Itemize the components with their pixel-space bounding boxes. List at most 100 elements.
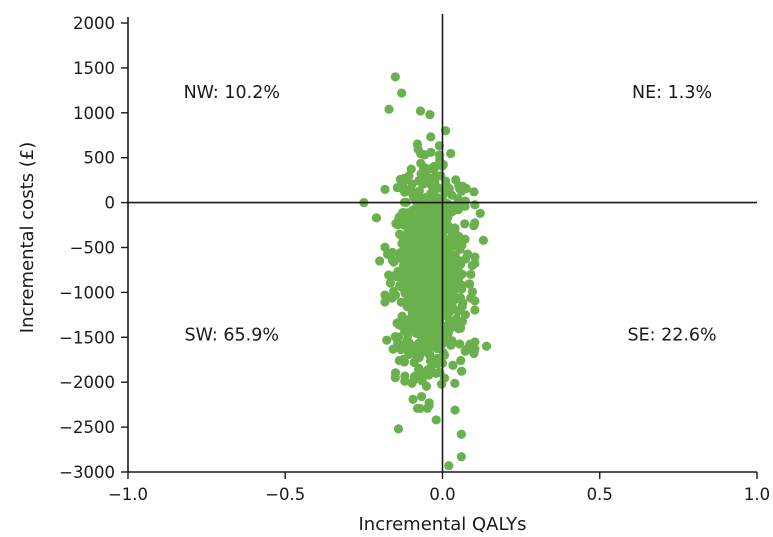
data-point xyxy=(475,208,485,218)
data-point xyxy=(427,250,437,260)
data-point xyxy=(393,332,404,342)
data-point xyxy=(401,241,411,251)
data-point xyxy=(414,203,424,213)
quadrant-label: SW: 65.9% xyxy=(185,326,279,346)
data-point xyxy=(428,315,438,326)
y-axis-title: Incremental costs (£) xyxy=(17,142,38,333)
data-point xyxy=(410,374,420,384)
data-point xyxy=(424,349,434,359)
data-point xyxy=(421,310,431,320)
data-point xyxy=(404,349,414,360)
data-point xyxy=(425,241,435,251)
data-point xyxy=(450,294,460,304)
data-point xyxy=(416,158,426,168)
data-point xyxy=(380,242,390,252)
y-tick-label: 1000 xyxy=(73,104,115,123)
data-point xyxy=(408,394,418,404)
x-tick-label: −1.0 xyxy=(108,485,148,504)
data-point xyxy=(375,256,385,266)
data-point xyxy=(441,176,451,186)
data-point xyxy=(414,215,424,225)
data-point xyxy=(430,292,440,303)
data-point xyxy=(470,296,480,306)
data-point xyxy=(441,126,451,136)
data-point xyxy=(390,72,400,82)
data-point xyxy=(425,324,435,334)
y-tick-label: 500 xyxy=(84,149,116,168)
data-point xyxy=(397,88,407,98)
data-point xyxy=(385,278,395,288)
data-point xyxy=(400,258,411,268)
data-point xyxy=(442,269,452,279)
y-tick-label: 1500 xyxy=(73,59,115,78)
data-point xyxy=(399,357,410,367)
quadrant-label: NE: 1.3% xyxy=(632,83,712,103)
y-tick-label: −1000 xyxy=(59,283,115,302)
data-point xyxy=(414,300,424,310)
data-point xyxy=(380,297,390,307)
data-point xyxy=(394,214,404,224)
data-point xyxy=(453,265,463,275)
data-point xyxy=(456,452,466,462)
data-point xyxy=(431,267,441,277)
data-point xyxy=(407,225,417,235)
data-point xyxy=(404,171,414,181)
data-point xyxy=(443,295,453,305)
data-point xyxy=(390,373,400,383)
data-point xyxy=(450,378,460,388)
data-point xyxy=(410,290,421,300)
data-point xyxy=(460,310,470,320)
data-point xyxy=(387,255,397,265)
data-point xyxy=(446,148,456,159)
data-point xyxy=(434,141,444,151)
data-point xyxy=(478,235,488,245)
y-tick-label: −3000 xyxy=(59,463,115,482)
data-point xyxy=(412,403,423,414)
data-point xyxy=(444,461,454,471)
data-point xyxy=(460,219,470,229)
data-point xyxy=(470,200,480,210)
data-point xyxy=(436,379,447,389)
data-point xyxy=(428,211,438,221)
data-point xyxy=(404,320,414,330)
data-point xyxy=(414,338,424,348)
x-tick-label: −0.5 xyxy=(265,485,305,504)
data-point xyxy=(396,316,406,326)
y-tick-label: −2000 xyxy=(59,373,115,392)
data-point xyxy=(395,229,405,239)
data-point xyxy=(456,429,466,439)
data-point xyxy=(455,339,465,349)
data-point xyxy=(447,337,458,347)
data-point xyxy=(457,366,467,376)
data-point xyxy=(469,348,479,359)
data-point xyxy=(380,290,390,300)
data-point xyxy=(411,351,422,361)
data-point xyxy=(423,365,433,375)
data-point xyxy=(419,285,429,295)
data-point xyxy=(425,110,435,120)
x-axis-title: Incremental QALYs xyxy=(358,514,526,535)
data-point xyxy=(456,284,467,294)
data-point xyxy=(427,178,437,188)
data-point xyxy=(436,239,446,249)
data-point xyxy=(390,290,401,300)
data-point xyxy=(469,221,479,231)
data-point xyxy=(418,237,428,247)
y-tick-label: 2000 xyxy=(73,14,115,33)
y-tick-label: −1500 xyxy=(59,328,115,347)
data-point xyxy=(469,187,479,197)
quadrant-labels: NW: 10.2% NE: 1.3% SW: 65.9% SE: 22.6% xyxy=(184,83,717,345)
data-point xyxy=(382,335,392,345)
quadrant-label: NW: 10.2% xyxy=(184,83,280,103)
data-point xyxy=(429,199,439,209)
data-point xyxy=(470,305,480,315)
data-point xyxy=(371,213,382,223)
data-point xyxy=(403,208,413,218)
data-point xyxy=(444,199,454,210)
data-point xyxy=(388,344,398,354)
data-point xyxy=(418,274,428,284)
data-point xyxy=(414,324,425,334)
data-point xyxy=(454,274,464,284)
data-point xyxy=(412,249,422,259)
